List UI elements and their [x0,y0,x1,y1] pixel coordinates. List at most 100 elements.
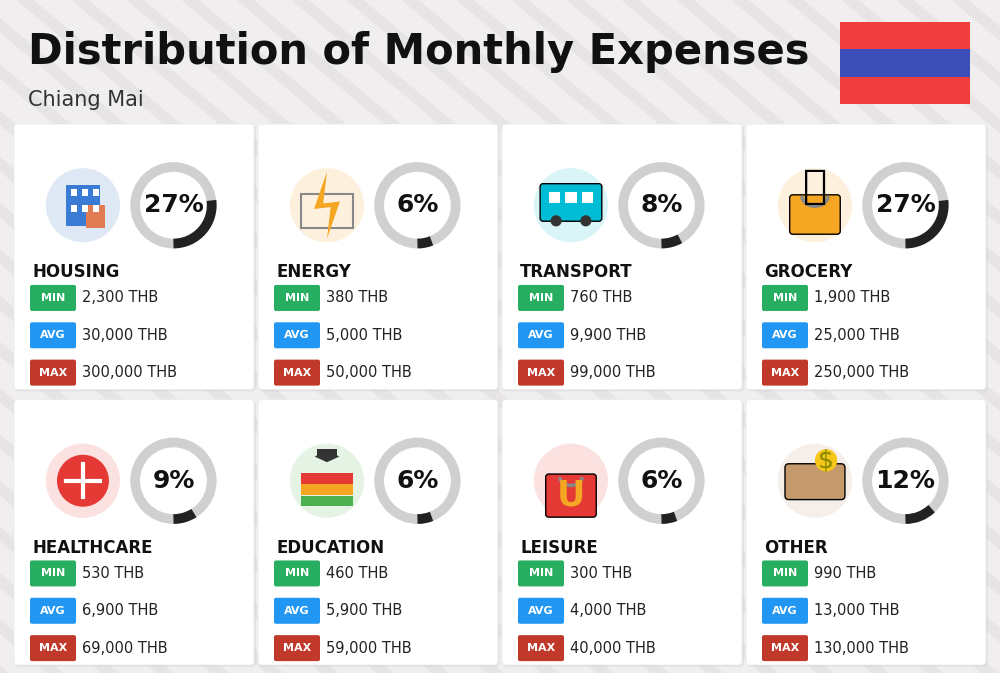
Text: AVG: AVG [528,606,554,616]
FancyBboxPatch shape [30,322,76,349]
Circle shape [290,444,364,518]
Bar [82,205,88,212]
Text: 130,000 THB: 130,000 THB [814,641,909,656]
Text: 13,000 THB: 13,000 THB [814,603,900,618]
Text: 460 THB: 460 THB [326,566,388,581]
Text: AVG: AVG [40,606,66,616]
Text: MIN: MIN [529,293,553,303]
FancyBboxPatch shape [260,126,500,392]
Text: 5,000 THB: 5,000 THB [326,328,402,343]
FancyBboxPatch shape [16,402,256,667]
Text: AVG: AVG [40,330,66,341]
Circle shape [778,168,852,242]
Text: 6,900 THB: 6,900 THB [82,603,158,618]
Text: HEALTHCARE: HEALTHCARE [32,538,152,557]
Text: 4,000 THB: 4,000 THB [570,603,646,618]
Bar [66,185,100,225]
Text: 9,900 THB: 9,900 THB [570,328,646,343]
Text: 760 THB: 760 THB [570,291,632,306]
Text: HOUSING: HOUSING [32,263,119,281]
Text: MAX: MAX [527,643,555,653]
Text: 990 THB: 990 THB [814,566,876,581]
Polygon shape [315,449,339,462]
FancyBboxPatch shape [748,402,988,667]
Text: 6%: 6% [640,469,683,493]
FancyBboxPatch shape [274,359,320,386]
Bar [71,205,77,212]
Text: 40,000 THB: 40,000 THB [570,641,656,656]
Text: 27%: 27% [144,193,203,217]
Bar [582,192,593,203]
Text: MIN: MIN [41,293,65,303]
Text: 59,000 THB: 59,000 THB [326,641,412,656]
Circle shape [46,444,120,518]
Text: AVG: AVG [772,330,798,341]
Text: 380 THB: 380 THB [326,291,388,306]
FancyBboxPatch shape [274,285,320,311]
Text: TRANSPORT: TRANSPORT [520,263,633,281]
FancyBboxPatch shape [518,322,564,349]
Text: 🥦: 🥦 [803,167,827,207]
Text: Chiang Mai: Chiang Mai [28,90,144,110]
FancyBboxPatch shape [762,635,808,661]
FancyBboxPatch shape [762,598,808,624]
FancyBboxPatch shape [258,400,498,665]
FancyBboxPatch shape [14,400,254,665]
Text: 1,900 THB: 1,900 THB [814,291,890,306]
Text: AVG: AVG [528,330,554,341]
Bar [317,449,337,455]
FancyBboxPatch shape [30,285,76,311]
Text: EDUCATION: EDUCATION [276,538,384,557]
FancyBboxPatch shape [16,126,256,392]
Text: U: U [557,479,585,513]
FancyBboxPatch shape [546,474,596,517]
FancyBboxPatch shape [502,400,742,665]
Text: 250,000 THB: 250,000 THB [814,365,909,380]
Circle shape [534,168,608,242]
FancyBboxPatch shape [260,402,500,667]
Text: LEISURE: LEISURE [520,538,598,557]
Text: 5,900 THB: 5,900 THB [326,603,402,618]
Bar [840,22,970,49]
Circle shape [290,168,364,242]
FancyBboxPatch shape [746,124,986,390]
Circle shape [46,168,120,242]
Text: AVG: AVG [284,606,310,616]
FancyBboxPatch shape [762,322,808,349]
FancyBboxPatch shape [785,464,845,499]
Text: MAX: MAX [527,367,555,378]
Polygon shape [314,172,340,239]
Bar [82,188,88,196]
FancyBboxPatch shape [274,598,320,624]
FancyBboxPatch shape [258,124,498,390]
Text: MAX: MAX [283,367,311,378]
FancyBboxPatch shape [504,402,744,667]
Text: MAX: MAX [283,643,311,653]
FancyBboxPatch shape [274,635,320,661]
Circle shape [580,215,591,226]
Bar [840,77,970,104]
FancyBboxPatch shape [762,285,808,311]
FancyBboxPatch shape [518,561,564,586]
Text: ENERGY: ENERGY [276,263,351,281]
Text: 6%: 6% [396,469,439,493]
Text: MIN: MIN [773,569,797,579]
Text: MAX: MAX [39,643,67,653]
Text: 99,000 THB: 99,000 THB [570,365,656,380]
FancyBboxPatch shape [274,322,320,349]
FancyBboxPatch shape [518,285,564,311]
Bar [71,188,77,196]
Circle shape [815,449,837,472]
Text: 2,300 THB: 2,300 THB [82,291,158,306]
Text: 300 THB: 300 THB [570,566,632,581]
Text: AVG: AVG [772,606,798,616]
FancyBboxPatch shape [540,184,602,221]
FancyBboxPatch shape [748,126,988,392]
Circle shape [57,455,109,507]
Text: 8%: 8% [640,193,683,217]
Text: Distribution of Monthly Expenses: Distribution of Monthly Expenses [28,31,810,73]
FancyBboxPatch shape [746,400,986,665]
Text: 69,000 THB: 69,000 THB [82,641,168,656]
FancyBboxPatch shape [518,635,564,661]
FancyBboxPatch shape [518,598,564,624]
